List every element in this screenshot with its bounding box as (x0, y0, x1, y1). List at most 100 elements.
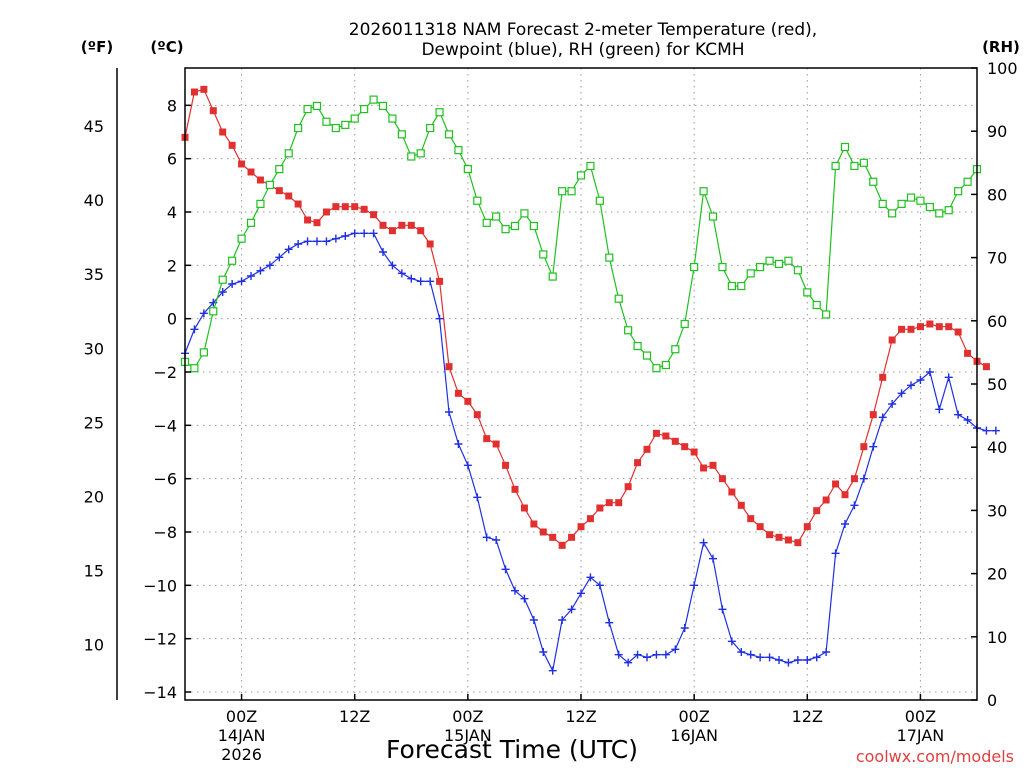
dewpoint-point (548, 666, 557, 675)
rh-point (576, 171, 586, 180)
rh-point (190, 364, 199, 373)
dewpoint-point (586, 573, 595, 582)
temperature-point (313, 219, 321, 227)
dewpoint-point (699, 538, 708, 547)
rh-point (312, 101, 322, 111)
axis-labels: 86420−2−4−6−8−10−12−14454035302520151010… (84, 59, 1018, 764)
rh-tick-label: 20 (987, 565, 1007, 584)
dewpoint-point (775, 656, 783, 664)
celsius-tick-label: −2 (153, 363, 177, 382)
temperature-point (407, 221, 415, 229)
dewpoint-point (784, 658, 793, 667)
chart-title-line-2: Dewpoint (blue), RH (green) for KCMH (421, 40, 744, 60)
dewpoint-point (388, 261, 397, 270)
dewpoint-point (294, 240, 303, 248)
rh-point (294, 123, 303, 133)
dewpoint-point (878, 413, 887, 422)
x-axis-title: Forecast Time (UTC) (386, 735, 638, 764)
dewpoint-point (633, 650, 642, 659)
dewpoint-point (275, 253, 284, 262)
rh-point (397, 130, 406, 139)
rh-point (680, 319, 689, 329)
dewpoint-point (473, 493, 482, 502)
rh-point (831, 161, 840, 171)
celsius-tick-label: 8 (167, 96, 177, 115)
rh-point (642, 351, 652, 360)
dewpoint-point (539, 648, 548, 656)
temperature-point (426, 240, 434, 248)
temperature-point (294, 200, 302, 208)
x-tick-label: 00Z (905, 707, 936, 726)
dewpoint-point (595, 581, 604, 590)
fahrenheit-tick-label: 20 (84, 487, 104, 506)
dewpoint-point (888, 400, 897, 408)
rh-point (718, 262, 727, 272)
rh-point (426, 123, 435, 133)
dewpoint-point (850, 501, 859, 510)
rh-tick-label: 10 (987, 628, 1007, 647)
temperature-point (445, 363, 453, 371)
temperature-point (568, 533, 576, 541)
rh-point (793, 266, 802, 275)
dewpoint-point (925, 368, 934, 376)
rh-point (275, 165, 284, 174)
rh-point (708, 212, 718, 221)
rh-unit-label: (RH) (982, 38, 1020, 56)
rh-tick-label: 60 (987, 312, 1007, 331)
rh-point (360, 104, 369, 114)
temperature-point (832, 480, 840, 488)
dewpoint-point (916, 376, 925, 384)
rh-point (492, 212, 501, 221)
fahrenheit-tick-label: 25 (84, 413, 104, 432)
temperature-point (907, 325, 915, 333)
temperature-point (681, 443, 689, 451)
temperature-point (530, 520, 538, 528)
rh-point (869, 177, 878, 186)
dewpoint-point (445, 408, 453, 416)
temperature-point (624, 483, 632, 491)
dewpoint-point (831, 549, 840, 558)
dewpoint-point (482, 533, 491, 542)
dewpoint-point (303, 237, 312, 246)
temperature-point (690, 448, 698, 456)
temperature-point (256, 176, 264, 184)
temperature-point (945, 323, 953, 331)
temperature-point (238, 160, 246, 168)
rh-point (595, 196, 604, 205)
temperature-point (473, 411, 481, 419)
rh-point (209, 307, 218, 316)
fahrenheit-tick-label: 30 (84, 339, 104, 358)
fahrenheit-unit-label: (ºF) (81, 38, 113, 56)
rh-point (614, 294, 623, 303)
dewpoint-point (680, 624, 689, 632)
temperature-point (803, 523, 811, 531)
rh-point (925, 202, 934, 212)
rh-point (954, 187, 963, 196)
dewpoint-point (407, 274, 416, 283)
x-tick-date: 15JAN (444, 726, 492, 745)
temperature-point (850, 475, 858, 483)
temperature-point (417, 227, 425, 235)
temperature-point (322, 208, 330, 216)
temperature-point (737, 501, 745, 509)
x-tick-label: 12Z (792, 707, 823, 726)
rh-point (454, 146, 463, 155)
temperature-point (935, 323, 943, 331)
temperature-point (813, 507, 821, 515)
rh-point (878, 199, 887, 208)
rh-point (906, 193, 916, 202)
temperature-point (464, 397, 472, 405)
temperature-point (605, 499, 613, 507)
series-layer (180, 85, 1000, 675)
rh-point (652, 364, 661, 373)
temperature-point (398, 221, 406, 229)
dewpoint-point (614, 650, 623, 659)
rh-point (671, 345, 680, 354)
dewpoint-point (463, 461, 472, 470)
temperature-point (332, 203, 340, 211)
rh-point (840, 142, 850, 152)
rh-point (473, 196, 482, 205)
celsius-tick-label: −6 (153, 470, 177, 489)
dewpoint-point (454, 440, 463, 448)
